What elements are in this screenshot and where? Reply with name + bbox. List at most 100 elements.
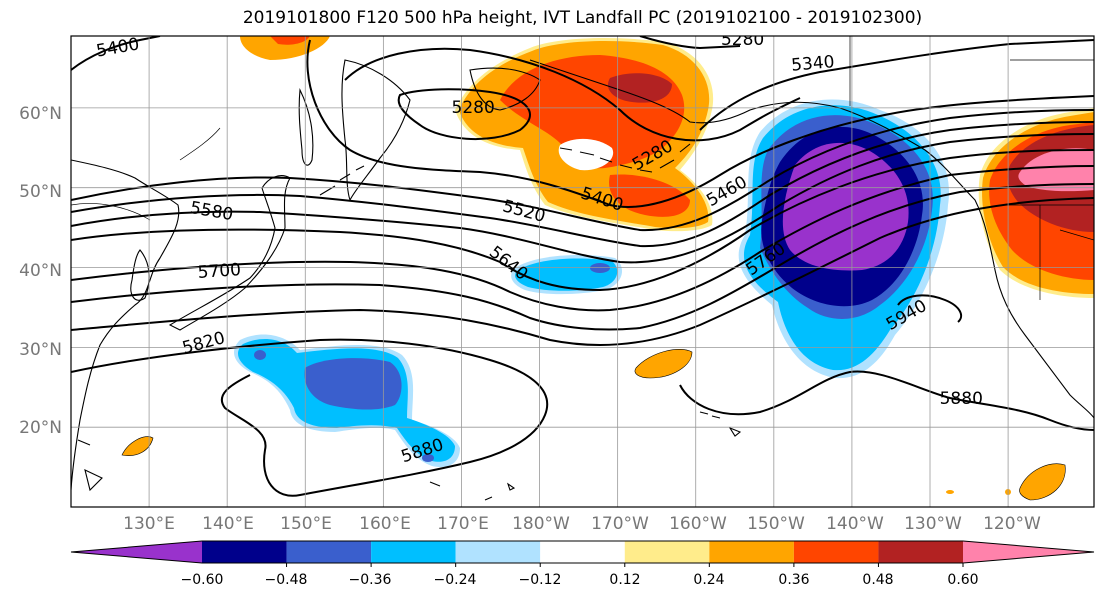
colorbar-swatch [202,541,287,563]
colorbar-tick-label: 0.60 [947,572,979,588]
colorbar [70,540,1095,567]
colorbar-swatch [455,541,541,563]
lon-label-130w: 130°W [904,514,962,534]
colorbar-swatch [540,541,625,563]
colorbar-arrow-high [963,541,1094,563]
contour-5520 [71,121,1094,248]
colorbar-tick-label: −0.48 [264,572,308,588]
lon-label-150e: 150°E [280,514,332,534]
colorbar-swatch [709,541,794,563]
lat-label-50: 50°N [19,182,62,202]
contour-label-text: 5400 [95,34,141,61]
contour-label: 5700 [197,260,242,283]
pacific-islands [77,439,516,501]
contour-label-text: 5520 [500,196,547,227]
contour-5760 [71,183,1094,331]
westcoast-anomaly-core [1018,148,1094,192]
lon-label-120w: 120°W [983,514,1041,534]
kamchatka [341,59,411,202]
positive-anomaly-hole [558,138,614,171]
contour-5280-low [397,88,531,140]
wpac-anomaly-l2 [304,358,402,410]
contour-5820 [71,197,1094,346]
map-frame [70,35,1095,508]
map-area: 5400 528053405280528054605400552055805640… [71,34,1094,507]
contour-label-text: 5820 [180,328,227,359]
colorbar-tick-label: −0.24 [433,572,477,588]
arctic-top-positive [240,36,330,60]
lon-label-140e: 140°E [202,514,254,534]
positive-small-west [121,436,154,456]
colorbar-swatch [624,541,710,563]
contour-5640 [71,149,1094,292]
lon-label-170w: 170°W [591,514,649,534]
colorbar-arrow-low [71,541,202,563]
colorbar-tick-label: −0.12 [518,572,562,588]
sakhalin [298,88,314,166]
lon-label-160e: 160°E [359,514,411,534]
contour-5340-low [344,47,801,142]
contour-5400-ring [306,39,1094,208]
contour-label-text: 5880 [940,389,983,409]
colorbar-swatch [371,541,456,563]
contour-5280-top [639,36,741,50]
lat-label-60: 60°N [19,104,62,124]
arctic-top-positive-core [270,36,310,45]
contour-label: 5280 [721,36,764,50]
contour-label-text: 5700 [197,260,242,283]
contour-label: 5520 [500,196,547,227]
lon-label-140w: 140°W [826,514,884,534]
contour-label-text: 5580 [189,198,235,225]
contour-5940 [897,294,963,323]
colorbar-tick-label: −0.60 [180,572,224,588]
positive-small-east [1019,463,1066,501]
aleutians [559,143,691,173]
contour-label-text: 5280 [452,98,495,118]
positive-anomaly-core [607,73,672,103]
colorbar-swatch [878,541,963,563]
contour-5880-east [679,370,1094,431]
contour-5340-top [699,39,1094,131]
contour-5880 [71,338,548,497]
lon-label-180w: 180°W [512,514,570,534]
lon-label-170e: 170°E [437,514,489,534]
midpac-anomaly-core [590,263,610,273]
contour-label: 5340 [790,52,835,76]
chukotka [469,67,541,111]
colorbar-swatch [793,541,879,563]
contour-label: 5880 [940,389,983,409]
contour-label: 5820 [180,328,227,359]
lon-label-160w: 160°W [669,514,727,534]
map-title: 2019101800 F120 500 hPa height, IVT Land… [242,8,923,28]
lat-label-20: 20°N [19,418,62,438]
japan [168,175,291,331]
lon-label-150w: 150°W [747,514,805,534]
contour-5700 [71,165,1094,312]
colorbar-tick-label: 0.36 [778,572,810,588]
contour-label-text: 5340 [790,52,835,76]
height-contours [71,36,1094,497]
hawaii [699,411,742,437]
lon-label-130e: 130°E [123,514,175,534]
contour-5580 [71,133,1094,264]
colorbar-outline [70,540,1095,564]
positive-speck-2 [946,490,954,494]
positive-small-hawaii [634,349,693,379]
contour-label: 5400 [95,34,141,62]
colorbar-tick-label: −0.36 [348,572,392,588]
wpac-small-cell-2 [422,454,434,462]
colorbar-swatch [286,541,372,563]
korea [130,249,150,301]
borders-na [849,36,1094,300]
lat-label-30: 30°N [19,340,62,360]
asia-coast [71,159,180,491]
wpac-small-cell [254,350,266,360]
graticule [71,36,1094,507]
contour-label: 5580 [189,198,235,225]
lat-label-40: 40°N [19,261,62,281]
contour-label: 5280 [452,98,495,118]
contour-5400-nw [71,36,161,71]
colorbar-tick-label: 0.12 [609,572,641,588]
contour-5460 [71,109,1094,232]
